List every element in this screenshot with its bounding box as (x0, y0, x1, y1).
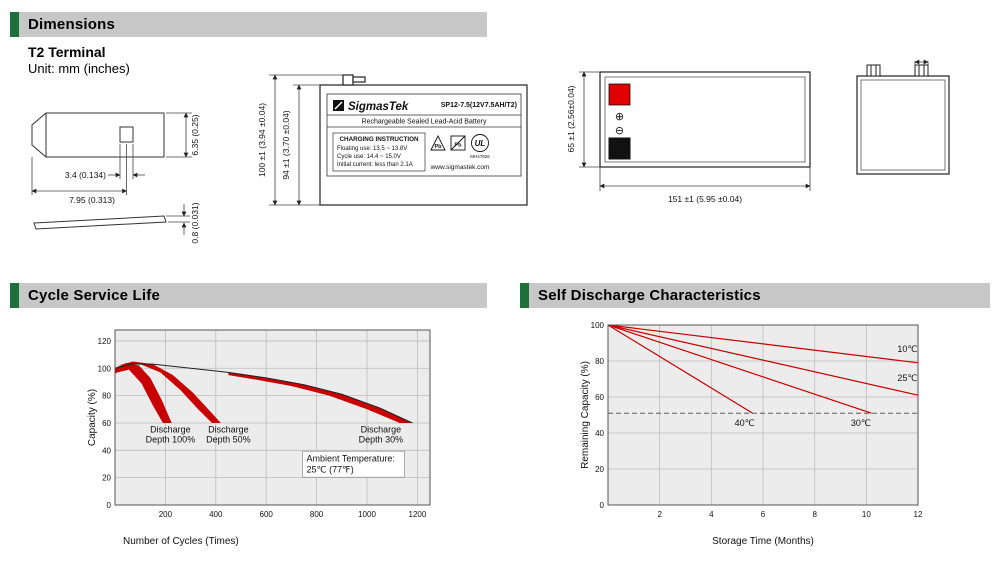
svg-text:30℃: 30℃ (851, 418, 871, 428)
charging-line-3: Initial current: less than 2.1A (337, 162, 413, 168)
top-width-dim: 65 ±1 (2.56±0.04) (566, 85, 576, 152)
section-accent-bar (10, 12, 19, 37)
svg-text:1200: 1200 (409, 510, 427, 519)
svg-text:Remaining Capacity (%): Remaining Capacity (%) (580, 361, 591, 469)
battery-terminal-blade (352, 76, 366, 83)
svg-text:60: 60 (595, 393, 604, 402)
front-overall-height-dim: 100 ±1 (3.94 ±0.04) (257, 103, 267, 177)
svg-text:Pb: Pb (434, 144, 442, 150)
svg-text:4: 4 (709, 510, 714, 519)
pb-recycle-icon: Pb (430, 134, 446, 151)
svg-text:800: 800 (310, 510, 324, 519)
svg-text:40℃: 40℃ (735, 418, 755, 428)
svg-text:10: 10 (862, 510, 871, 519)
svg-text:20: 20 (595, 465, 604, 474)
svg-text:60: 60 (102, 419, 111, 428)
svg-text:40: 40 (595, 429, 604, 438)
battery-top-view: ⊕ ⊖ 65 ±1 (2.56±0.04) 151 ±1 (5.95 ±0.04… (566, 71, 811, 204)
side-view-case (856, 75, 950, 175)
dimensions-title: Dimensions (28, 16, 116, 33)
charging-line-2: Cycle use: 14.4 ~ 15.0V (337, 154, 401, 160)
svg-text:25℃: 25℃ (897, 373, 917, 383)
svg-text:600: 600 (260, 510, 274, 519)
positive-symbol: ⊕ (615, 111, 624, 123)
battery-label: SigmasTek SP12-7.5(12V7.5AH/T2) Recharge… (326, 93, 522, 177)
charging-title: CHARGING INSTRUCTION (339, 136, 419, 143)
side-view-dimension-lines (914, 59, 929, 65)
battery-front-view: 100 ±1 (3.94 ±0.04) 94 ±1 (3.70 ±0.04) S… (257, 74, 528, 206)
ul-mark-icon: UL MH47926 (470, 134, 490, 159)
self-discharge-chart: 2 4 6 8 10 12 0 20 40 60 80 100 10℃ 25℃ 30℃ 40℃ Storage … (580, 321, 923, 547)
section-header-dimensions: Dimensions (10, 12, 487, 37)
front-body-height-dim: 94 ±1 (3.70 ±0.04) (281, 110, 291, 180)
svg-text:UL: UL (475, 139, 486, 148)
charging-line-1: Floating use: 13.5 ~ 13.8V (337, 146, 407, 152)
terminal-offset-dim: 7.95 (0.313) (69, 195, 115, 205)
svg-text:0: 0 (107, 501, 112, 510)
svg-text:10℃: 10℃ (897, 344, 917, 354)
svg-text:8: 8 (812, 510, 817, 519)
svg-text:Pb: Pb (454, 143, 462, 149)
self-discharge-title: Self Discharge Characteristics (538, 287, 761, 304)
top-length-dim: 151 ±1 (5.95 ±0.04) (668, 194, 742, 204)
svg-text:Storage Time (Months): Storage Time (Months) (712, 536, 814, 547)
svg-text:100: 100 (98, 364, 112, 373)
website-text: www.sigmastek.com (430, 164, 490, 171)
svg-text:100: 100 (591, 321, 605, 330)
terminal-width-dim: 3.4 (0.134) (65, 170, 106, 180)
battery-terminal-tab (342, 74, 354, 86)
terminal-dimension-lines (31, 112, 192, 235)
svg-text:40: 40 (102, 446, 111, 455)
negative-symbol: ⊖ (615, 125, 624, 137)
side-view-terminals (866, 64, 929, 77)
unit-label: Unit: mm (inches) (28, 61, 130, 76)
svg-text:1000: 1000 (358, 510, 376, 519)
terminal-side-shape (33, 215, 167, 230)
svg-text:0: 0 (600, 501, 605, 510)
svg-text:6: 6 (761, 510, 766, 519)
svg-text:400: 400 (209, 510, 223, 519)
svg-text:20: 20 (102, 474, 111, 483)
svg-text:Capacity (%): Capacity (%) (87, 389, 98, 446)
svg-text:2: 2 (657, 510, 662, 519)
section-header-cycle-life: Cycle Service Life (10, 283, 487, 308)
cycle-life-title: Cycle Service Life (28, 287, 161, 304)
svg-text:12: 12 (914, 510, 923, 519)
section-accent-bar (520, 283, 529, 308)
positive-terminal (608, 83, 631, 106)
battery-side-view (856, 59, 950, 175)
charging-instruction-box (332, 132, 426, 172)
ul-file-number: MH47926 (470, 154, 490, 159)
model-text: SP12-7.5(12V7.5AH/T2) (441, 102, 517, 109)
negative-terminal (608, 137, 631, 160)
terminal-hole (119, 126, 134, 143)
terminal-front-shape (31, 112, 165, 158)
section-accent-bar (10, 283, 19, 308)
front-dimension-lines (269, 74, 343, 206)
terminal-type-label: T2 Terminal (28, 44, 106, 60)
svg-text:80: 80 (595, 357, 604, 366)
svg-text:80: 80 (102, 392, 111, 401)
svg-text:Ambient Temperature:25℃ (77℉): Ambient Temperature: 25℃ (77℉) (307, 453, 395, 474)
svg-text:Number of Cycles (Times): Number of Cycles (Times) (123, 536, 239, 547)
top-view-case (599, 71, 811, 168)
brand-text: SigmasTek (348, 101, 409, 113)
battery-subtitle: Rechargeable Sealed Lead-Acid Battery (362, 119, 487, 126)
top-view-dimension-lines (579, 71, 811, 191)
terminal-height-dim: 6.35 (0.25) (190, 114, 200, 155)
cycle-service-life-chart: 200 400 600 800 1000 1200 0 20 40 60 80 100 120 Disch… (87, 329, 431, 547)
section-header-self-discharge: Self Discharge Characteristics (520, 283, 990, 308)
svg-text:200: 200 (159, 510, 173, 519)
pb-crossed-icon: Pb (450, 135, 466, 151)
terminal-detail-drawing: 6.35 (0.25) 3.4 (0.134) 7.95 (0.313) 0.8… (31, 112, 200, 244)
terminal-thickness-dim: 0.8 (0.031) (190, 202, 200, 243)
svg-text:120: 120 (98, 337, 112, 346)
